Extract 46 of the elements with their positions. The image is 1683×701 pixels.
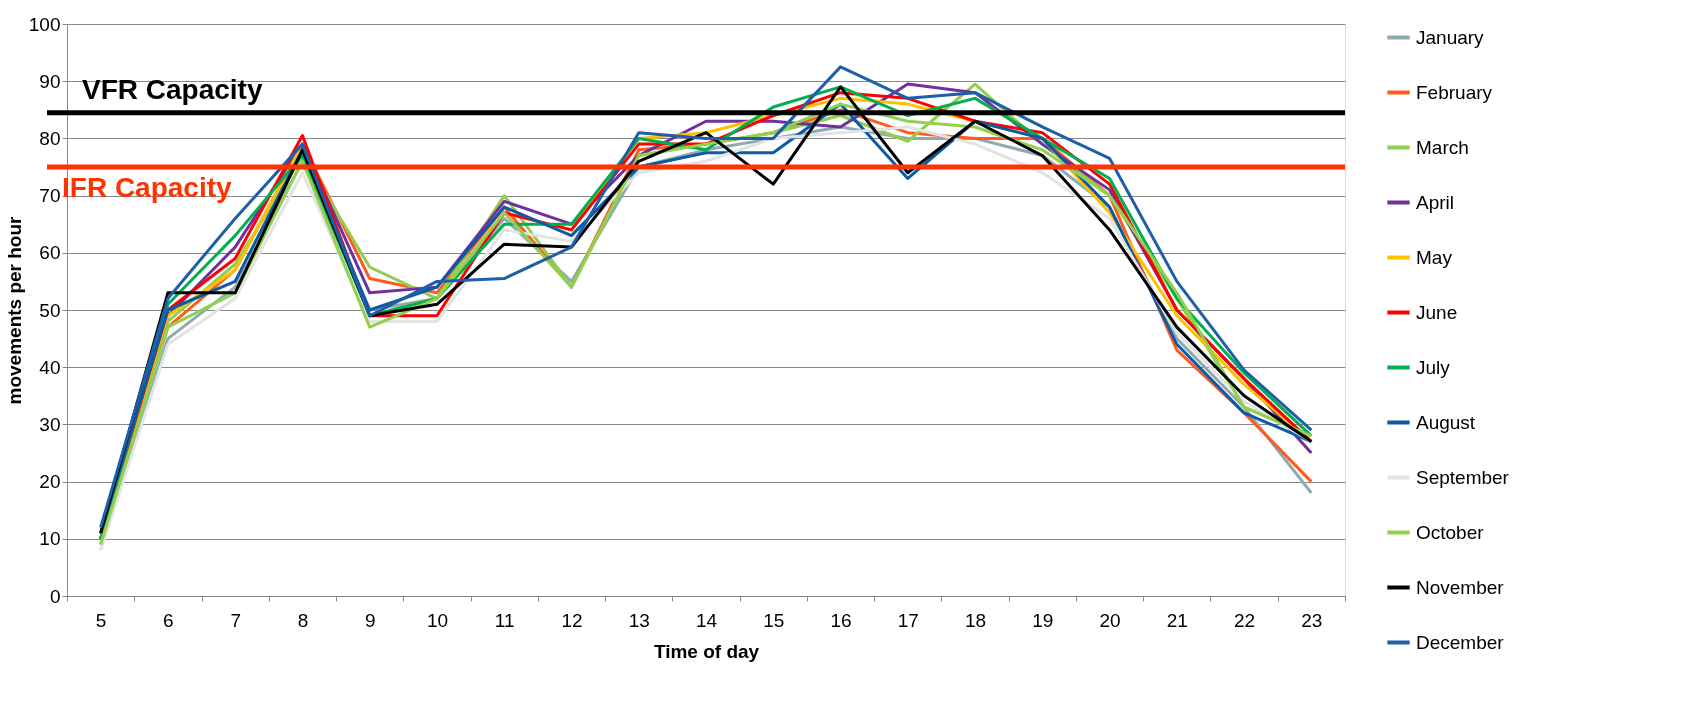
ref-line-label: VFR Capacity [82,73,263,105]
x-tick-label: 13 [628,609,650,631]
legend-label: October [1416,521,1485,543]
legend-label: May [1416,246,1453,268]
x-tick-label: 7 [230,609,241,631]
legend-label: March [1416,136,1469,158]
x-tick-label: 16 [830,609,852,631]
x-tick-label: 20 [1099,609,1121,631]
y-tick-label: 20 [39,471,61,493]
y-axis-title: movements per hour [3,215,25,405]
x-tick-label: 21 [1166,609,1188,631]
y-tick-label: 60 [39,242,61,264]
y-tick-label: 100 [28,13,61,35]
ref-line-label: IFR Capacity [62,172,233,203]
x-tick-label: 22 [1234,609,1256,631]
y-tick-label: 80 [39,127,61,149]
legend-label: September [1416,466,1510,488]
legend-label: April [1416,191,1455,213]
legend-label: November [1416,576,1505,598]
legend-label: January [1416,26,1485,48]
x-axis-title: Time of day [653,640,760,662]
x-tick-label: 12 [561,609,583,631]
legend-label: June [1416,301,1458,323]
legend-label: August [1416,411,1476,433]
legend-label: December [1416,631,1505,653]
x-tick-label: 14 [695,609,718,631]
y-tick-label: 70 [39,185,61,207]
legend-label: February [1416,81,1493,103]
y-tick-label: 90 [39,70,61,92]
y-tick-label: 10 [39,528,61,550]
x-tick-label: 11 [494,609,515,631]
x-tick-label: 19 [1032,609,1054,631]
y-tick-label: 40 [39,356,61,378]
x-tick-label: 8 [297,609,309,631]
x-tick-label: 5 [95,609,107,631]
x-tick-label: 15 [763,609,785,631]
x-tick-label: 23 [1301,609,1323,631]
y-tick-label: 50 [39,299,61,321]
y-tick-label: 30 [39,413,61,435]
y-tick-label: 0 [49,585,61,607]
x-tick-label: 6 [163,609,174,631]
x-tick-label: 10 [426,609,449,631]
legend-label: July [1416,356,1451,378]
x-tick-label: 17 [897,609,919,631]
x-tick-label: 9 [364,609,376,631]
x-tick-label: 18 [964,609,987,631]
